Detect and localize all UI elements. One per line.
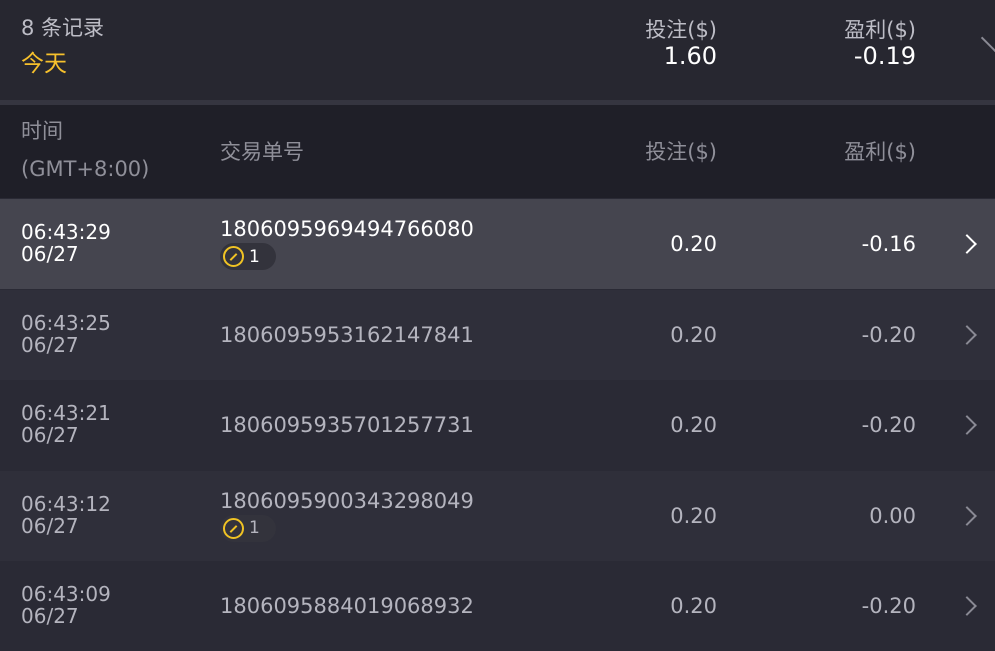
row-time-clock: 06:43:09 bbox=[21, 582, 111, 606]
chevron-right-icon[interactable] bbox=[957, 324, 977, 345]
row-date: 06/27 bbox=[21, 242, 79, 266]
badge-count: 1 bbox=[249, 246, 260, 267]
table-header: 时间 (GMT+8:00) 交易单号 投注($) 盈利($) bbox=[0, 105, 995, 198]
row-time-clock: 06:43:21 bbox=[21, 401, 111, 425]
chevron-right-icon[interactable] bbox=[957, 596, 977, 616]
row-time: 06:43:09 06/27 bbox=[21, 583, 111, 627]
table-row[interactable]: 06:43:12 06/27 1806095900343298049 1 0.20… bbox=[0, 470, 995, 561]
row-transaction-id: 1806095884019068932 bbox=[220, 594, 474, 618]
row-time-clock: 06:43:25 bbox=[21, 310, 111, 335]
col-stake: 投注($) bbox=[645, 140, 717, 164]
badge-count: 1 bbox=[249, 518, 260, 538]
row-stake: 0.20 bbox=[670, 232, 717, 256]
row-profit: -0.20 bbox=[861, 322, 916, 347]
total-stake-value: 1.60 bbox=[663, 42, 717, 70]
row-time: 06:43:29 06/27 bbox=[21, 221, 111, 265]
divider bbox=[0, 100, 995, 105]
total-stake-label: 投注($) bbox=[645, 18, 717, 42]
row-profit: -0.20 bbox=[861, 594, 916, 618]
row-badge: 1 bbox=[220, 243, 276, 270]
row-transaction-id: 1806095900343298049 bbox=[220, 488, 474, 513]
coin-icon bbox=[223, 517, 244, 539]
coin-icon bbox=[223, 246, 244, 267]
col-profit: 盈利($) bbox=[844, 140, 916, 164]
record-count: 8 条记录 bbox=[21, 16, 105, 40]
row-time: 06:43:25 06/27 bbox=[21, 312, 111, 356]
row-date: 06/27 bbox=[21, 513, 79, 538]
row-stake: 0.20 bbox=[670, 503, 717, 528]
row-stake: 0.20 bbox=[670, 322, 717, 347]
row-date: 06/27 bbox=[21, 332, 79, 357]
table-row[interactable]: 06:43:21 06/27 1806095935701257731 0.20 -… bbox=[0, 380, 995, 470]
row-transaction-id: 1806095953162147841 bbox=[220, 322, 474, 347]
chevron-right-icon[interactable] bbox=[957, 415, 977, 435]
table-row[interactable]: 06:43:29 06/27 1806095969494766080 1 0.20… bbox=[0, 199, 995, 289]
row-time-clock: 06:43:12 bbox=[21, 491, 111, 516]
row-profit: -0.20 bbox=[861, 413, 916, 437]
table-row[interactable]: 06:43:09 06/27 1806095884019068932 0.20 -… bbox=[0, 561, 995, 651]
row-transaction-id: 1806095935701257731 bbox=[220, 413, 474, 437]
total-profit-value: -0.19 bbox=[853, 42, 916, 70]
row-date: 06/27 bbox=[21, 604, 79, 628]
row-time: 06:43:12 06/27 bbox=[21, 493, 111, 537]
col-id: 交易单号 bbox=[220, 140, 304, 164]
chevron-right-icon[interactable] bbox=[957, 505, 977, 526]
summary-bar: 8 条记录 今天 投注($) 1.60 盈利($) -0.19 bbox=[0, 0, 995, 100]
row-stake: 0.20 bbox=[670, 594, 717, 618]
row-stake: 0.20 bbox=[670, 413, 717, 437]
row-profit: 0.00 bbox=[869, 503, 916, 528]
row-badge: 1 bbox=[220, 514, 276, 542]
row-time: 06:43:21 06/27 bbox=[21, 402, 111, 446]
chevron-right-icon[interactable] bbox=[957, 234, 977, 254]
row-time-clock: 06:43:29 bbox=[21, 220, 111, 244]
total-profit-label: 盈利($) bbox=[844, 18, 916, 42]
collapse-chevron-icon[interactable] bbox=[980, 23, 995, 53]
period-filter[interactable]: 今天 bbox=[21, 51, 67, 77]
table-row[interactable]: 06:43:25 06/27 1806095953162147841 0.20 -… bbox=[0, 289, 995, 380]
row-date: 06/27 bbox=[21, 423, 79, 447]
row-profit: -0.16 bbox=[861, 232, 916, 256]
col-timezone: (GMT+8:00) bbox=[21, 157, 150, 181]
col-time: 时间 bbox=[21, 119, 63, 143]
row-transaction-id: 1806095969494766080 bbox=[220, 217, 474, 241]
